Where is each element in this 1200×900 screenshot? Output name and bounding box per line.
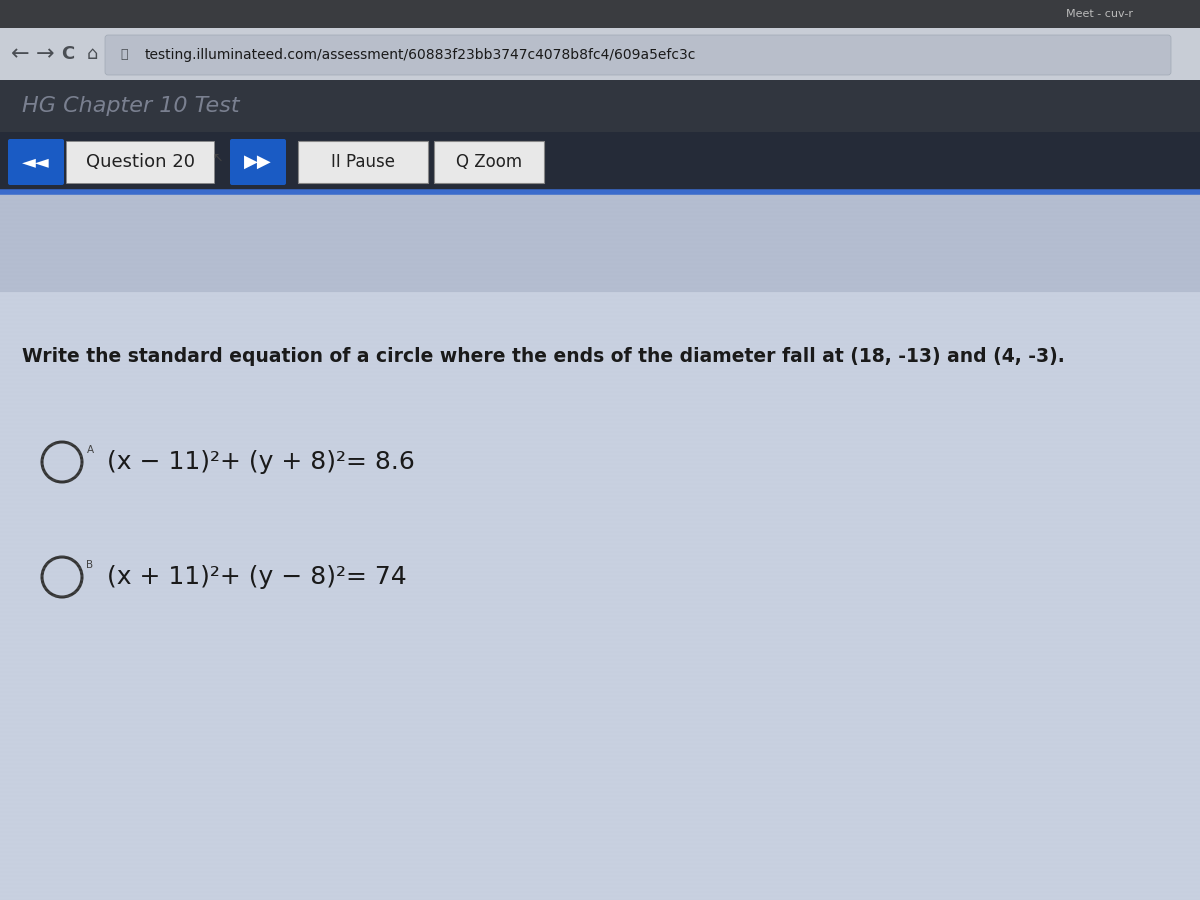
- FancyBboxPatch shape: [298, 141, 428, 183]
- Text: ▶▶: ▶▶: [244, 153, 272, 171]
- Text: B: B: [86, 560, 94, 570]
- Text: Write the standard equation of a circle where the ends of the diameter fall at (: Write the standard equation of a circle …: [22, 347, 1064, 366]
- Text: ◄◄: ◄◄: [22, 153, 50, 171]
- Text: ⌂: ⌂: [86, 45, 97, 63]
- Text: Q Zoom: Q Zoom: [456, 153, 522, 171]
- Text: 🔒: 🔒: [120, 49, 127, 61]
- FancyBboxPatch shape: [230, 139, 286, 185]
- FancyBboxPatch shape: [106, 35, 1171, 75]
- FancyBboxPatch shape: [0, 132, 1200, 192]
- Text: C: C: [61, 45, 74, 63]
- Text: (x − 11)²+ (y + 8)²= 8.6: (x − 11)²+ (y + 8)²= 8.6: [107, 450, 415, 474]
- FancyBboxPatch shape: [0, 0, 1200, 28]
- Text: ↖: ↖: [212, 151, 223, 165]
- FancyBboxPatch shape: [434, 141, 544, 183]
- Text: II Pause: II Pause: [331, 153, 395, 171]
- Text: testing.illuminateed.com/assessment/60883f23bb3747c4078b8fc4/609a5efc3c: testing.illuminateed.com/assessment/6088…: [145, 48, 696, 62]
- FancyBboxPatch shape: [0, 80, 1200, 132]
- Text: →: →: [36, 44, 54, 64]
- Text: HG Chapter 10 Test: HG Chapter 10 Test: [22, 96, 240, 116]
- Text: (x + 11)²+ (y − 8)²= 74: (x + 11)²+ (y − 8)²= 74: [107, 565, 407, 589]
- FancyBboxPatch shape: [66, 141, 214, 183]
- Text: Meet - cuv-r: Meet - cuv-r: [1067, 9, 1134, 19]
- FancyBboxPatch shape: [0, 292, 1200, 900]
- Text: A: A: [86, 445, 94, 455]
- Text: Question 20: Question 20: [85, 153, 194, 171]
- FancyBboxPatch shape: [0, 192, 1200, 292]
- FancyBboxPatch shape: [0, 28, 1200, 80]
- FancyBboxPatch shape: [8, 139, 64, 185]
- Text: ←: ←: [11, 44, 29, 64]
